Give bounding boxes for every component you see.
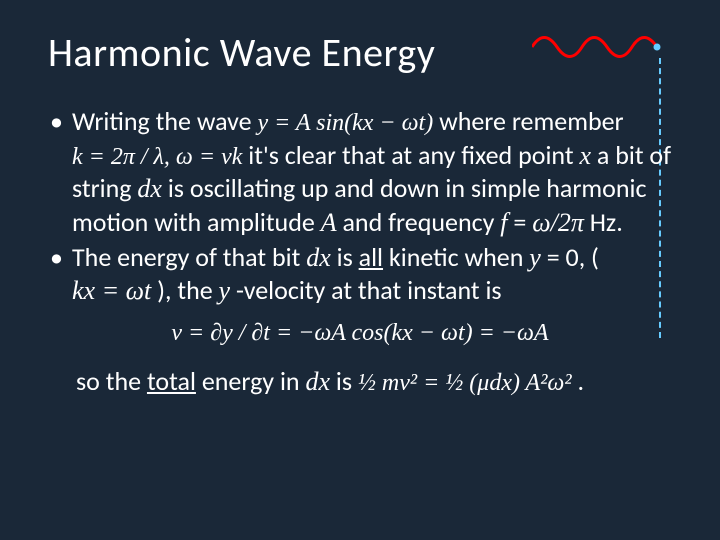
text: The energy of that bit	[72, 241, 306, 273]
eq-cond: kx = ωt	[72, 276, 151, 305]
text: .	[577, 365, 584, 397]
text: =	[513, 206, 532, 238]
text: so the	[76, 365, 147, 397]
var-y2: y	[219, 276, 231, 305]
bullet-1: Writing the wave y = A sin(kx − ωt) wher…	[48, 105, 672, 239]
text: it's clear that at any fixed point	[248, 139, 579, 171]
text: = 0, (	[547, 241, 599, 273]
final-line: so the total energy in dx is ½ mv² = ½ (…	[48, 365, 672, 399]
underlined-all: all	[359, 241, 383, 273]
text: Hz.	[590, 206, 623, 238]
bullet-list: Writing the wave y = A sin(kx − ωt) wher…	[48, 105, 672, 308]
text: and frequency	[342, 206, 500, 238]
text: is	[336, 365, 358, 397]
eq-freq: ω/2π	[532, 208, 584, 237]
text: is	[337, 241, 359, 273]
text: Writing the wave	[72, 105, 257, 137]
center-equation: v = ∂y / ∂t = −ωA cos(kx − ωt) = −ωA	[48, 320, 672, 347]
var-dx: dx	[305, 367, 330, 396]
equation-energy: ½ mv² = ½ (μdx) A²ω²	[358, 370, 572, 396]
var-A: A	[321, 208, 337, 237]
var-dx: dx	[137, 174, 162, 203]
var-x: x	[579, 141, 591, 170]
var-y: y	[529, 243, 541, 272]
equation-velocity: v = ∂y / ∂t = −ωA cos(kx − ωt) = −ωA	[171, 320, 548, 346]
underlined-total: total	[147, 365, 196, 397]
var-dx: dx	[306, 243, 331, 272]
text: ), the	[157, 274, 218, 306]
equation-wave: y = A sin(kx − ωt)	[257, 110, 433, 136]
bullet-2: The energy of that bit dx is all kinetic…	[48, 241, 672, 308]
var-f: f	[500, 208, 507, 237]
text: -velocity at that instant is	[236, 274, 502, 306]
text: where remember	[439, 105, 624, 137]
text: kinetic when	[389, 241, 529, 273]
equation-kw: k = 2π / λ, ω = νk	[72, 144, 242, 170]
text: energy in	[202, 365, 306, 397]
